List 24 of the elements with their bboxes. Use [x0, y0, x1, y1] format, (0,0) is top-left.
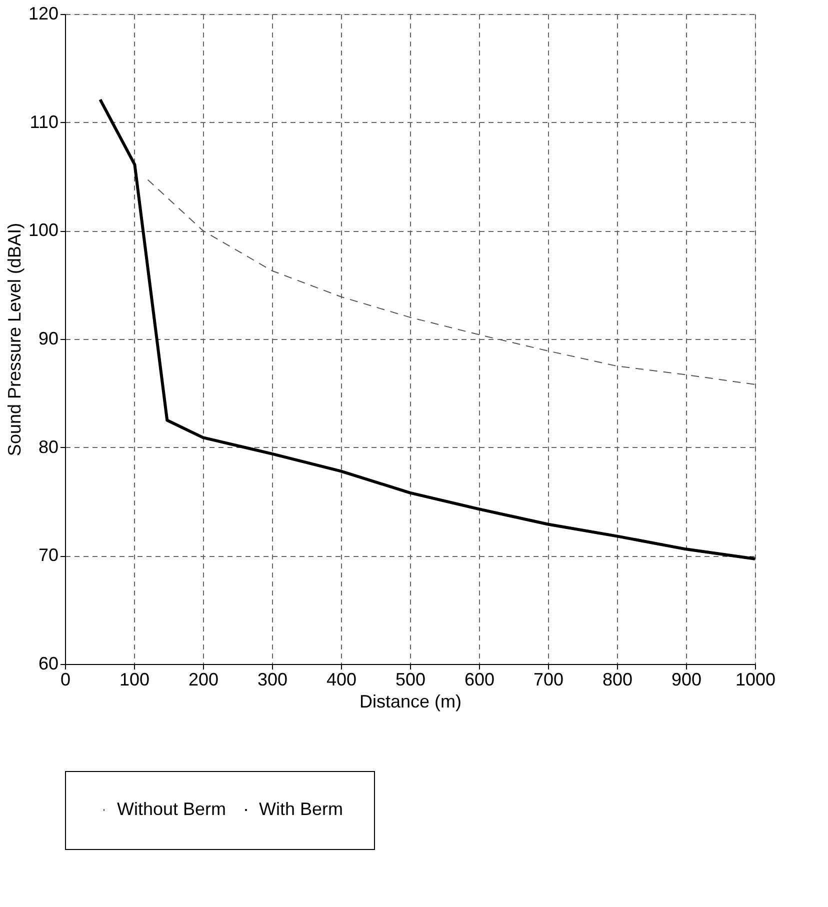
y-tick-label: 120 [28, 4, 58, 24]
x-tick-label: 600 [464, 670, 495, 690]
line-series [98, 98, 756, 560]
x-tick-label: 700 [533, 670, 564, 690]
x-tick-label: 100 [119, 670, 150, 690]
x-tick-label: 0 [60, 670, 71, 690]
line-series [147, 179, 756, 385]
x-tick-label: 800 [602, 670, 633, 690]
x-tick-label: 300 [257, 670, 288, 690]
x-tick-label: 900 [671, 670, 702, 690]
y-tick-label: 90 [38, 328, 58, 348]
legend-label: Without Berm [117, 799, 226, 819]
y-tick-label: 110 [30, 112, 58, 132]
y-tick-label: 80 [38, 436, 58, 457]
legend-label: With Berm [259, 799, 344, 819]
y-tick-label: 60 [38, 654, 58, 674]
y-axis-title: Sound Pressure Level (dBAI) [4, 222, 24, 456]
y-tick-label: 100 [28, 220, 58, 240]
x-tick-label: 200 [188, 670, 219, 690]
x-axis-title: Distance (m) [359, 692, 462, 712]
y-tick-label: 70 [38, 545, 58, 566]
x-tick-label: 500 [395, 670, 426, 690]
x-tick-label: 1000 [735, 670, 776, 690]
x-tick-label: 400 [326, 670, 357, 690]
